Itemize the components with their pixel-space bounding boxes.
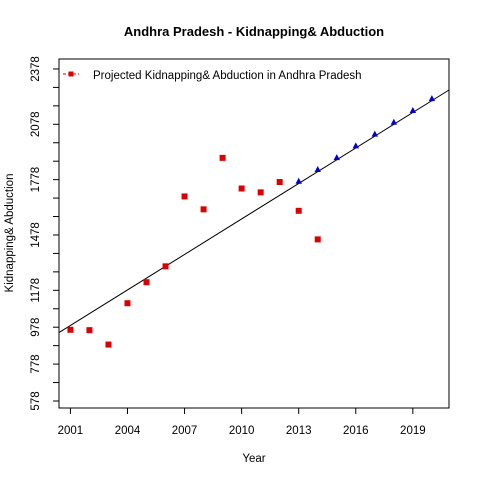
y-tick-label: 1178 (30, 278, 42, 303)
projected-point (409, 106, 417, 113)
projected-point (333, 154, 340, 161)
y-tick-label: 2078 (30, 112, 42, 138)
x-tick-label: 2010 (229, 425, 255, 437)
x-tick-label: 2013 (286, 425, 312, 437)
x-tick-label: 2016 (343, 425, 369, 437)
projected-point (428, 95, 436, 102)
projected-point (371, 130, 379, 137)
x-tick-label: 2004 (115, 425, 141, 437)
projected-point (390, 118, 398, 125)
projected-point (352, 142, 359, 149)
legend-marker (68, 71, 74, 77)
actual-point (86, 327, 93, 334)
y-tick-label: 978 (30, 318, 42, 337)
actual-point (200, 206, 207, 213)
actual-point (124, 300, 131, 307)
actual-point (105, 341, 112, 348)
actual-point (143, 279, 150, 286)
actual-point (295, 207, 302, 214)
actual-point (162, 263, 169, 270)
projected-point (314, 165, 321, 172)
actual-point (67, 326, 74, 333)
y-axis: 578 778 978 1178 1478 1778 2078 2378 (30, 56, 59, 411)
trend-line (58, 89, 450, 333)
y-tick-label: 1778 (30, 167, 42, 193)
actual-point (314, 236, 321, 243)
x-axis: 2001 2004 2007 2010 2013 2016 2019 (58, 408, 426, 437)
actual-point (219, 154, 226, 161)
chart-title: Andhra Pradesh - Kidnapping& Abduction (124, 24, 384, 39)
x-tick-label: 2001 (58, 425, 84, 437)
plot-frame (58, 58, 450, 409)
actual-point (238, 185, 245, 192)
y-tick-label: 2378 (30, 56, 42, 82)
projected-point (295, 177, 302, 184)
trend-line-group (58, 89, 450, 333)
legend: Projected Kidnapping& Abduction in Andhr… (63, 70, 362, 82)
actual-point (276, 179, 283, 186)
x-tick-label: 2019 (400, 425, 426, 437)
legend-label: Projected Kidnapping& Abduction in Andhr… (93, 70, 362, 82)
x-tick-label: 2007 (172, 425, 198, 437)
x-axis-label: Year (242, 453, 265, 465)
y-tick-label: 1478 (30, 222, 42, 248)
data-points (67, 95, 436, 348)
y-tick-label: 778 (30, 355, 42, 374)
actual-point (257, 189, 264, 196)
actual-point (181, 193, 188, 200)
y-axis-label: Kidnapping& Abduction (4, 174, 16, 293)
y-tick-label: 578 (30, 391, 42, 410)
